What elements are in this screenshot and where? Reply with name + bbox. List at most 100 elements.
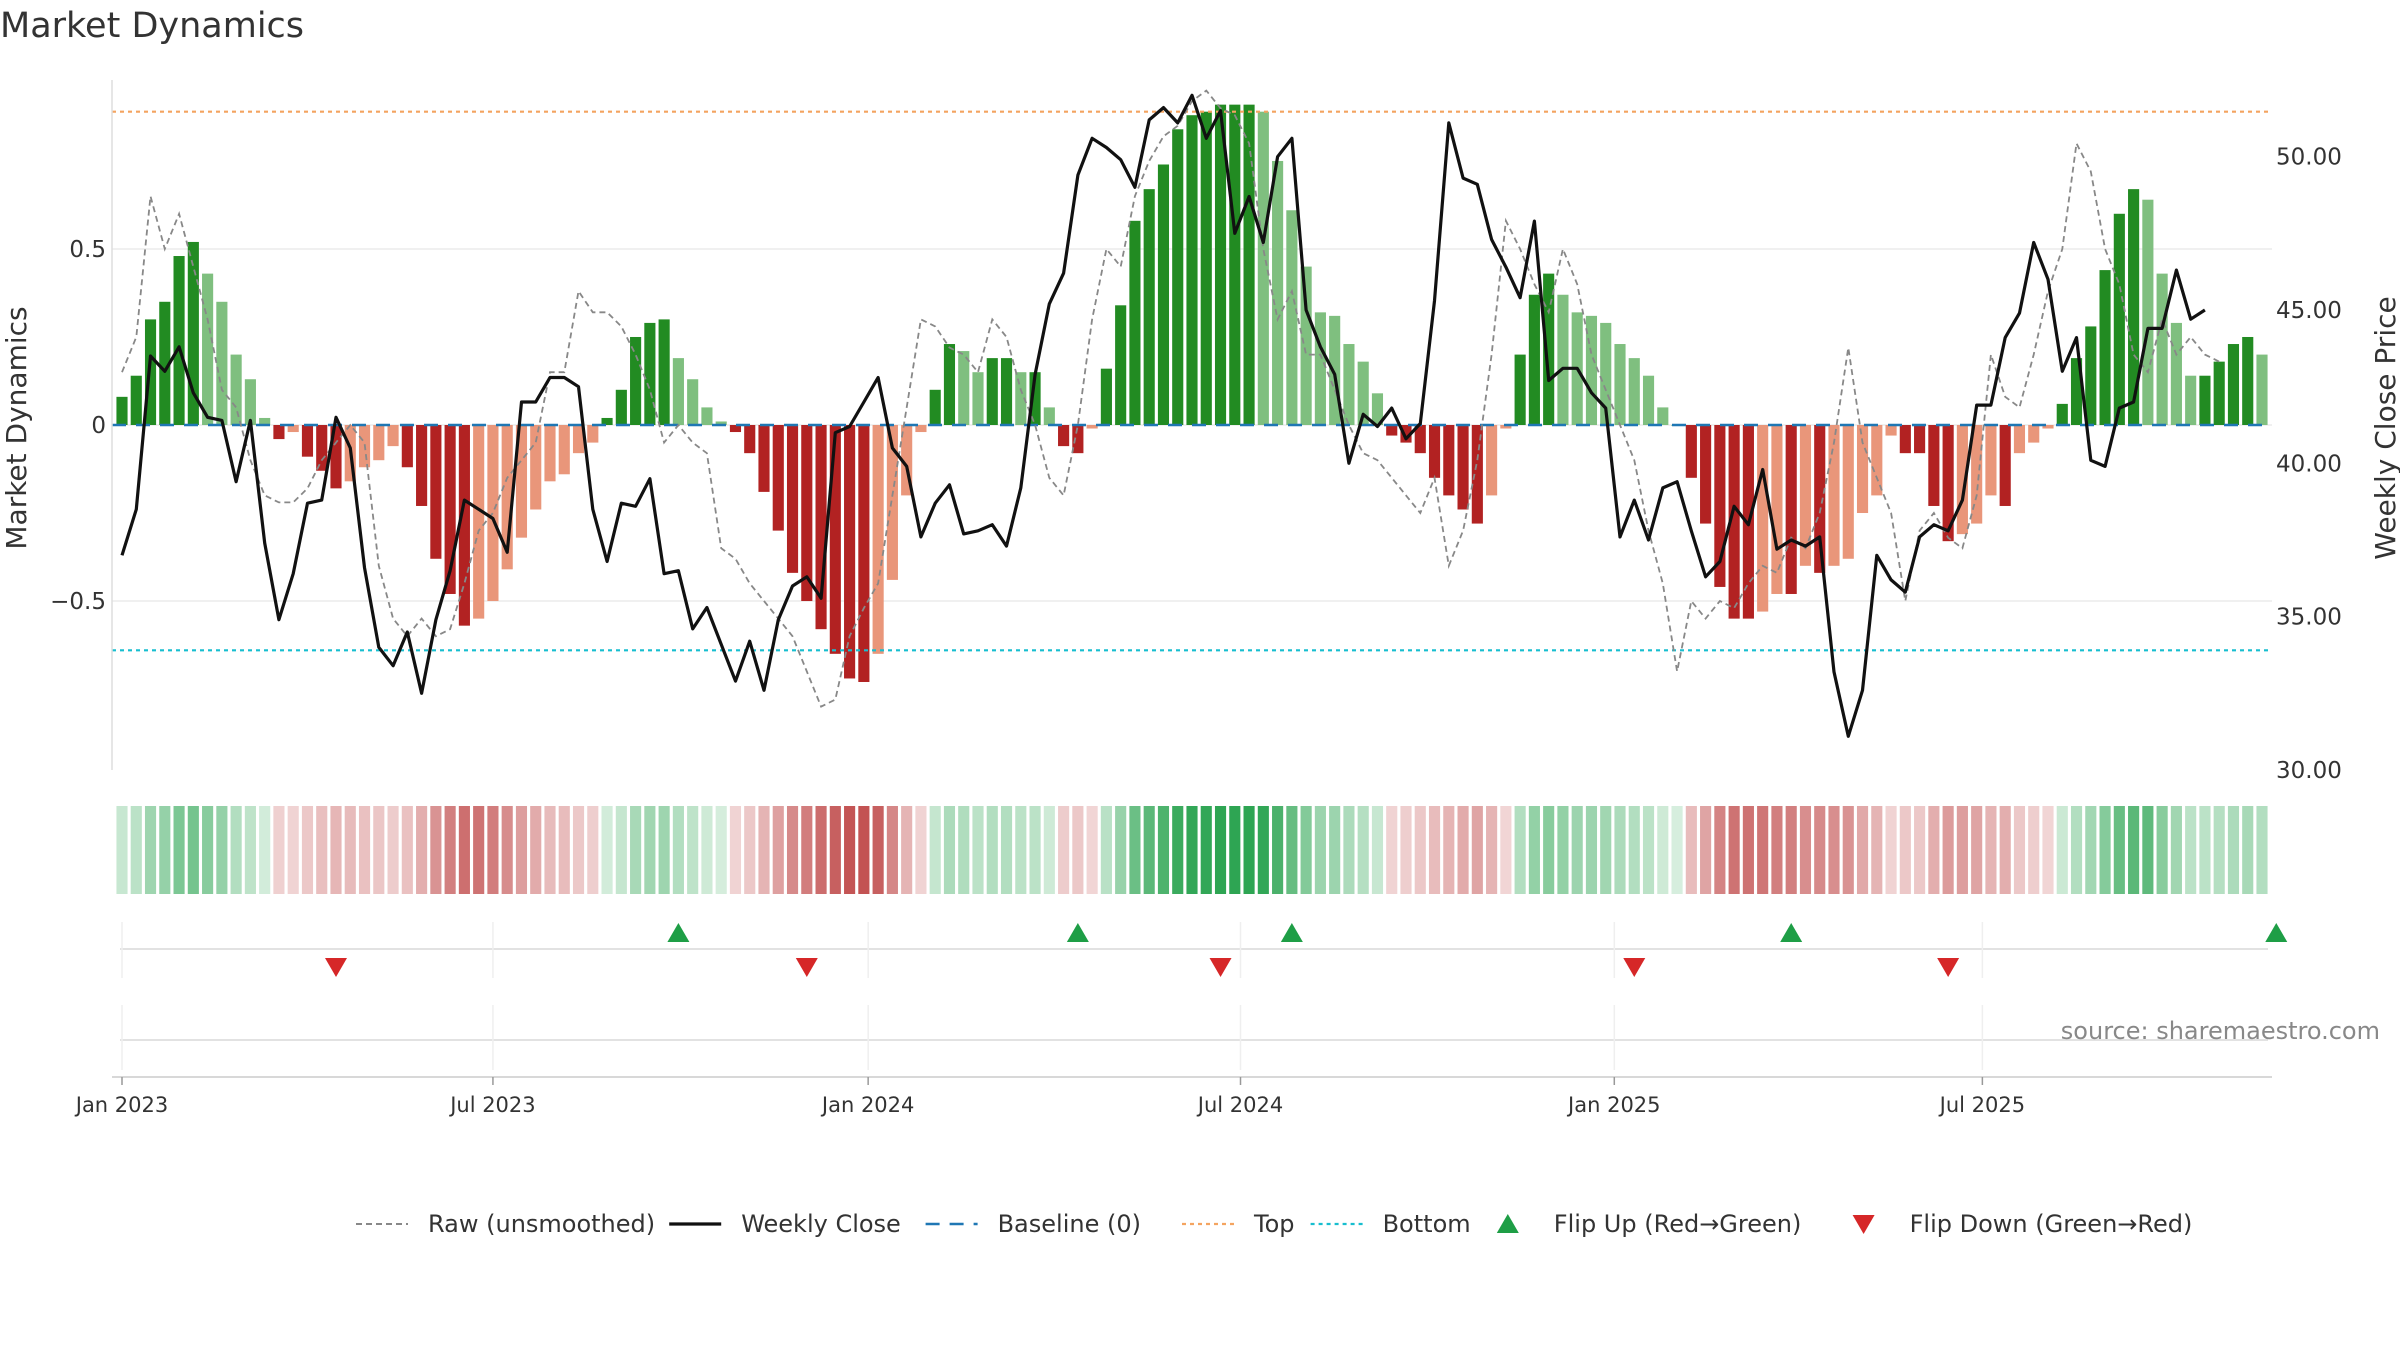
y-right-tick-label: 30.00 (2276, 758, 2342, 784)
dynamics-bar (1871, 425, 1883, 496)
regime-cell (1300, 806, 1312, 894)
dynamics-bar (2185, 375, 2197, 425)
regime-cell (972, 806, 984, 894)
regime-cell (2213, 806, 2225, 894)
source-label: source: sharemaestro.com (2061, 1017, 2380, 1045)
regime-cell (1058, 806, 1070, 894)
regime-cell (1100, 806, 1112, 894)
chart-title: Market Dynamics (0, 6, 305, 46)
regime-cell (1914, 806, 1926, 894)
regime-cell (1999, 806, 2011, 894)
regime-cell (1742, 806, 1754, 894)
dynamics-bar (159, 301, 171, 425)
legend-label: Top (1253, 1210, 1295, 1238)
dynamics-bar (1814, 425, 1826, 573)
dynamics-bar (1657, 407, 1669, 425)
dynamics-bar (1371, 393, 1384, 425)
x-tick-label: Jan 2023 (74, 1093, 169, 1117)
regime-cell (630, 806, 642, 894)
dynamics-bar (1514, 354, 1526, 425)
dynamics-bar (1728, 425, 1740, 619)
series-lines (112, 89, 2272, 738)
regime-cell (1685, 806, 1697, 894)
regime-cell (1486, 806, 1498, 894)
dynamics-bar (901, 425, 913, 496)
regime-cell (1386, 806, 1398, 894)
regime-cell (1600, 806, 1612, 894)
dynamics-bar (401, 425, 413, 468)
regime-cell (187, 806, 199, 894)
regime-cell (116, 806, 128, 894)
dynamics-bar (1799, 425, 1812, 566)
regime-cell (344, 806, 356, 894)
regime-cell (1642, 806, 1655, 894)
regime-cell (373, 806, 385, 894)
regime-cell (658, 806, 670, 894)
regime-cell (2028, 806, 2040, 894)
dynamics-bar (658, 319, 670, 425)
dynamics-bar (1214, 104, 1227, 426)
regime-cell (501, 806, 513, 894)
dynamics-bar (373, 425, 385, 461)
dynamics-bar (187, 241, 199, 425)
y-left-tick-label: −0.5 (50, 589, 106, 615)
regime-cell (2113, 806, 2125, 894)
y-left-tick-label: 0.5 (69, 237, 106, 263)
regime-cell (958, 806, 970, 894)
regime-cell (1428, 806, 1441, 894)
y-right-tick-label: 40.00 (2276, 451, 2342, 477)
y-axis-label-left: Market Dynamics (0, 306, 33, 549)
regime-cell (1514, 806, 1526, 894)
regime-cell (1657, 806, 1669, 894)
dynamics-bar (572, 425, 585, 454)
legend-label: Baseline (0) (998, 1210, 1141, 1238)
regime-cell (487, 806, 499, 894)
regime-cell (2085, 806, 2097, 894)
dynamics-bar (858, 425, 870, 682)
dynamics-bar (287, 425, 299, 433)
regime-cell (1314, 806, 1326, 894)
dynamics-bar (2013, 425, 2026, 454)
dynamics-bar (501, 425, 513, 570)
legend-item: Flip Up (Red→Green) (1496, 1210, 1801, 1238)
dynamics-bar (1200, 111, 1212, 426)
dynamics-bar (2242, 336, 2254, 425)
dynamics-bar (458, 425, 470, 626)
dynamics-bar (630, 336, 642, 425)
x-tick-label: Jan 2024 (820, 1093, 915, 1117)
dynamics-bar (1528, 294, 1540, 425)
dynamics-bar (2199, 375, 2211, 425)
regime-cell (701, 806, 713, 894)
dynamics-bar (1714, 425, 1726, 587)
regime-cell (473, 806, 485, 894)
dynamics-bar (744, 425, 756, 454)
regime-cell (915, 806, 927, 894)
regime-cell (1172, 806, 1184, 894)
dynamics-bar (1700, 425, 1712, 524)
regime-strip (116, 806, 2268, 894)
dynamics-bar (915, 425, 927, 433)
y-right-tick-label: 35.00 (2276, 605, 2342, 631)
regime-cell (1814, 806, 1826, 894)
y-axis-label-right: Weekly Close Price (2369, 296, 2400, 559)
dynamics-bar (530, 425, 542, 510)
dynamics-bar (1186, 115, 1198, 426)
regime-cell (316, 806, 328, 894)
regime-cell (1029, 806, 1041, 894)
regime-cell (1243, 806, 1255, 894)
dynamics-bar (1971, 425, 1983, 524)
regime-cell (1000, 806, 1013, 894)
dynamics-bar (1386, 425, 1398, 436)
dynamics-bar (1257, 111, 1269, 426)
flip-down-marker (1209, 958, 1232, 977)
dynamics-bar (1357, 361, 1369, 425)
dynamics-bar (1143, 189, 1155, 425)
regime-cell (173, 806, 185, 894)
dynamics-bar (558, 425, 570, 475)
flip-down-marker (795, 958, 818, 977)
flip-down-marker (1937, 958, 1960, 977)
dynamics-bar (758, 425, 770, 492)
regime-cell (2242, 806, 2254, 894)
regime-cell (1214, 806, 1227, 894)
dynamics-bar (1100, 368, 1112, 425)
